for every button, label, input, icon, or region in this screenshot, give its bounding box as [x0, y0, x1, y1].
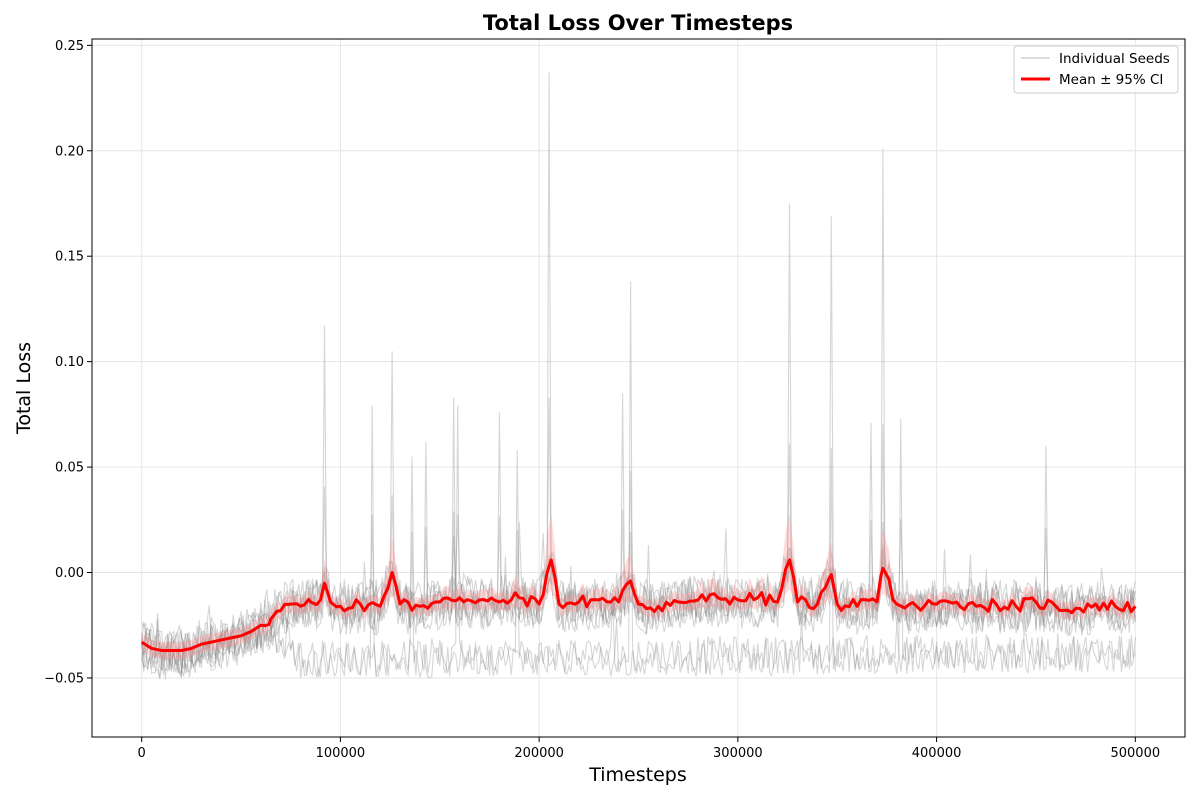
legend-seeds-label: Individual Seeds [1059, 51, 1170, 67]
x-tick-label: 100000 [316, 746, 366, 761]
x-tick-label: 400000 [912, 746, 962, 761]
seed-line [141, 148, 1136, 680]
y-tick-label: −0.05 [44, 671, 84, 686]
y-tick-label: 0.25 [55, 39, 84, 54]
x-axis-label: Timesteps [588, 764, 687, 786]
legend-mean-label: Mean ± 95% CI [1059, 72, 1163, 88]
ci-band [141, 513, 1136, 659]
seed-line [141, 281, 1136, 678]
seed-line [141, 422, 1136, 671]
chart-title: Total Loss Over Timesteps [483, 11, 793, 35]
y-axis-ticks: −0.05 0.00 0.05 0.10 0.15 0.20 0.25 [44, 39, 92, 686]
seed-line [141, 424, 1136, 680]
y-tick-label: 0.05 [55, 461, 84, 476]
plot-frame [91, 38, 1186, 738]
mean-line [140, 558, 1137, 652]
x-tick-label: 200000 [514, 746, 564, 761]
x-tick-label: 0 [138, 746, 146, 761]
ci-band-area [141, 513, 1136, 659]
grid [92, 39, 1185, 737]
seed-line [141, 412, 1136, 674]
y-tick-label: 0.15 [55, 250, 84, 265]
seed-line [141, 216, 1136, 676]
legend-box [1013, 45, 1179, 94]
seed-line [141, 405, 1136, 679]
y-axis-label: Total Loss [13, 342, 35, 435]
x-tick-label: 500000 [1110, 746, 1160, 761]
legend: Individual Seeds Mean ± 95% CI [1013, 45, 1179, 94]
y-tick-label: 0.00 [55, 566, 84, 581]
y-tick-label: 0.20 [55, 144, 84, 159]
seed-line [141, 72, 1136, 662]
mean-line-group [140, 558, 1137, 652]
x-axis-ticks: 0 100000 200000 300000 400000 500000 [138, 737, 1160, 761]
x-tick-label: 300000 [713, 746, 763, 761]
y-tick-label: 0.10 [55, 355, 84, 370]
